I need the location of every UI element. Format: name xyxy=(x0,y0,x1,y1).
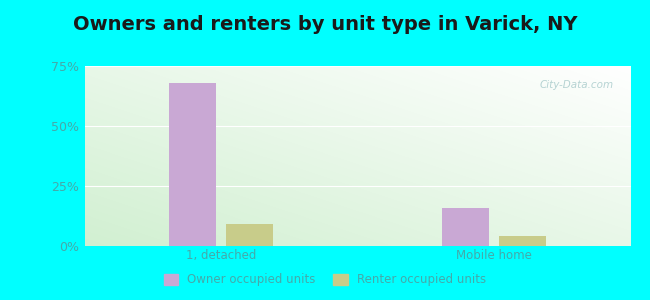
Legend: Owner occupied units, Renter occupied units: Owner occupied units, Renter occupied un… xyxy=(159,269,491,291)
Text: City-Data.com: City-Data.com xyxy=(540,80,614,90)
Text: Owners and renters by unit type in Varick, NY: Owners and renters by unit type in Varic… xyxy=(73,15,577,34)
Bar xyxy=(169,83,216,246)
Bar xyxy=(226,224,273,246)
Bar xyxy=(442,208,489,246)
Bar xyxy=(499,236,546,246)
